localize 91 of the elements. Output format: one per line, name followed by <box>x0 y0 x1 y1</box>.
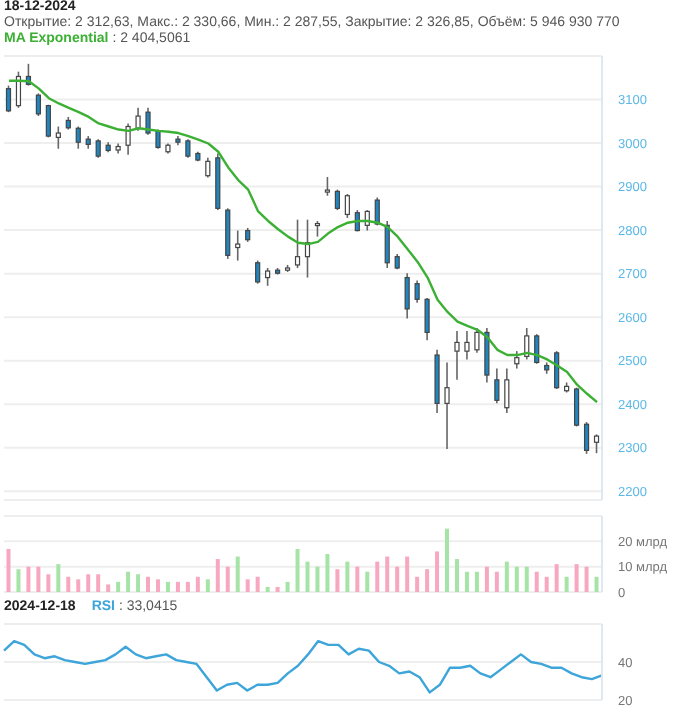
bar <box>116 581 121 592</box>
candlestick <box>414 279 420 304</box>
bar <box>524 566 529 592</box>
bar <box>405 556 410 592</box>
bar <box>315 566 320 592</box>
bar <box>76 579 81 592</box>
bar <box>534 571 539 592</box>
candlestick <box>494 367 500 405</box>
bar <box>96 574 101 592</box>
bar <box>594 576 599 592</box>
candlestick <box>5 84 12 113</box>
candlestick <box>125 122 131 156</box>
candlestick <box>454 330 460 381</box>
candlestick <box>235 229 241 262</box>
candlestick <box>15 70 22 109</box>
bar <box>345 561 350 592</box>
candlestick <box>593 433 600 454</box>
candlestick <box>334 188 340 211</box>
bar <box>554 564 559 592</box>
bar <box>146 576 151 592</box>
candlestick <box>55 125 61 150</box>
bar <box>514 566 519 592</box>
bar <box>355 566 360 592</box>
bar <box>275 586 280 592</box>
bar <box>205 579 210 592</box>
bar <box>126 571 131 592</box>
candlestick <box>225 207 231 260</box>
bar <box>464 571 469 592</box>
bar <box>305 561 310 592</box>
bar <box>564 576 569 592</box>
candlestick <box>583 421 590 455</box>
bar <box>175 581 180 592</box>
bar <box>484 566 489 592</box>
candlestick <box>444 361 450 450</box>
candlestick <box>185 138 191 159</box>
bar <box>325 554 330 592</box>
bar <box>285 581 290 592</box>
candlestick <box>504 367 510 414</box>
bar <box>6 548 11 592</box>
candlestick <box>424 297 430 342</box>
candlestick <box>324 176 331 197</box>
bar <box>395 566 400 592</box>
bar <box>425 569 430 592</box>
bar <box>165 581 170 592</box>
bar <box>155 579 160 592</box>
bar <box>435 551 440 592</box>
bar <box>235 556 240 592</box>
candlestick <box>255 259 261 285</box>
bar <box>185 581 190 592</box>
candlestick <box>145 107 151 136</box>
candlestick <box>135 107 141 132</box>
bar <box>245 579 250 592</box>
bar <box>255 576 260 592</box>
bar <box>335 569 340 592</box>
bar <box>365 571 370 592</box>
bar <box>26 566 31 592</box>
bar <box>16 569 21 592</box>
bar <box>504 561 509 592</box>
candlestick <box>75 125 81 150</box>
bar <box>66 576 71 592</box>
bar <box>225 566 230 592</box>
bar <box>56 564 61 592</box>
bar <box>584 566 589 592</box>
bar <box>574 564 579 592</box>
bar <box>375 561 380 592</box>
candlestick <box>294 218 301 269</box>
bar <box>415 576 420 592</box>
candlestick <box>35 92 41 117</box>
candlestick <box>404 272 410 320</box>
bar <box>445 528 450 592</box>
bar <box>106 584 111 592</box>
bar <box>385 556 390 592</box>
candlestick <box>474 327 480 354</box>
bar <box>454 559 459 592</box>
candlestick <box>95 138 101 159</box>
candlestick <box>344 193 350 219</box>
bar <box>46 574 51 592</box>
bar <box>86 574 91 592</box>
candlestick <box>205 157 211 179</box>
candlestick <box>484 327 490 384</box>
bar <box>136 574 141 592</box>
bar <box>544 576 549 592</box>
bar <box>494 571 499 592</box>
bar <box>36 566 41 592</box>
candlestick <box>464 330 470 361</box>
line-series <box>2 639 604 694</box>
bar <box>195 576 200 592</box>
bar <box>215 559 220 592</box>
bar <box>295 548 300 592</box>
bar <box>265 586 270 592</box>
bar <box>474 571 479 592</box>
